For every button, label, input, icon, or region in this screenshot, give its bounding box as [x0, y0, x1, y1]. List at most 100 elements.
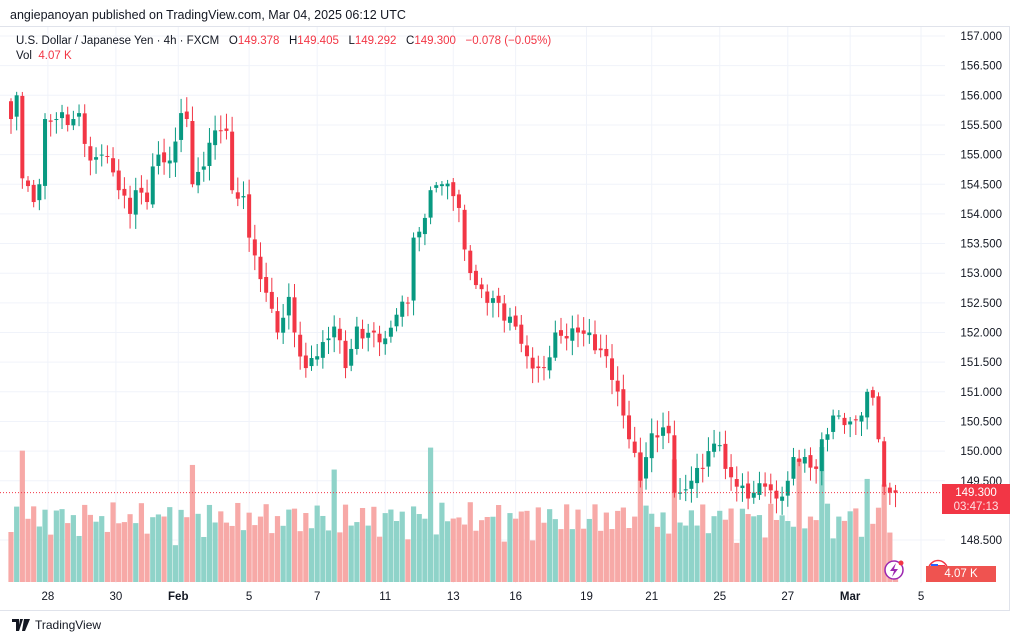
volume-bar	[490, 516, 496, 582]
volume-bar	[325, 530, 332, 582]
candle-body	[632, 441, 637, 453]
volume-bar	[870, 523, 876, 582]
price-tick-label: 151.500	[960, 357, 1002, 369]
volume-bar	[620, 507, 626, 582]
volume-bar	[263, 504, 269, 582]
candle-body	[224, 128, 229, 131]
candle-body	[269, 291, 274, 309]
tradingview-logo[interactable]: TradingView	[12, 618, 101, 632]
volume-bar	[48, 534, 54, 582]
price-tick-label: 153.000	[960, 268, 1002, 280]
candle-body	[496, 295, 501, 303]
candle-body	[780, 496, 785, 501]
volume-bar	[31, 506, 37, 582]
candle-body	[37, 184, 42, 201]
close-label: C	[406, 35, 415, 47]
time-axis: 28 30 Feb 5 7 11 13 16 19 21 25 27 Mar 5	[41, 591, 924, 603]
volume-bar	[138, 503, 145, 582]
candle-body	[604, 348, 609, 357]
volume-bar	[427, 447, 434, 582]
volume-bar	[853, 508, 859, 582]
price-tick-label: 155.500	[960, 120, 1002, 132]
candle-body	[82, 113, 87, 144]
volume-bar	[127, 514, 133, 582]
volume-bar	[365, 525, 371, 582]
candle-body	[740, 485, 745, 489]
price-tick-label: 148.500	[960, 535, 1002, 547]
candle-body	[428, 190, 433, 218]
candle-body	[54, 119, 59, 121]
volume-bar	[246, 512, 252, 582]
volume-bar	[569, 529, 575, 582]
candle-body	[349, 348, 354, 366]
candle-body	[99, 154, 104, 156]
symbol-title[interactable]: U.S. Dollar / Japanese Yen · 4h · FXCM	[16, 35, 220, 47]
candle-body	[490, 298, 495, 303]
candle-body	[774, 490, 779, 499]
volume-bar	[269, 533, 275, 582]
volume-bar	[87, 514, 93, 582]
candle-body	[360, 328, 365, 339]
candle-body	[405, 302, 410, 304]
volume-bar	[819, 447, 825, 582]
volume-bar	[393, 521, 400, 582]
price-tick-label: 150.500	[960, 416, 1002, 428]
candle-body	[213, 130, 218, 146]
volume-value: 4.07 K	[38, 50, 72, 62]
candle-body	[581, 330, 586, 334]
candle-body	[541, 367, 546, 369]
candle-body	[587, 332, 592, 336]
volume-bar	[626, 528, 632, 582]
volume-bar	[887, 532, 893, 582]
candle-body	[547, 357, 552, 371]
volume-bar	[643, 505, 649, 582]
volume-bar	[433, 534, 439, 582]
candle-body	[593, 334, 598, 351]
price-tick-label: 157.000	[960, 31, 1002, 43]
price-tick-label: 156.500	[960, 61, 1002, 73]
price-tick-label: 151.000	[960, 387, 1002, 399]
candle-body	[519, 324, 524, 344]
volume-bar	[82, 504, 88, 582]
volume-bar	[518, 511, 524, 582]
chart-legend: U.S. Dollar / Japanese Yen · 4h · FXCM O…	[16, 34, 551, 64]
volume-bar	[439, 502, 445, 582]
candle-body	[848, 421, 853, 425]
candle-body	[746, 483, 751, 499]
volume-bar	[717, 510, 723, 582]
candle-body	[814, 466, 819, 469]
volume-bar	[785, 521, 791, 582]
volume-bar	[201, 536, 207, 582]
volume-bar	[19, 450, 25, 582]
date-tick-label: 5	[246, 591, 252, 603]
volume-bar	[609, 529, 615, 582]
volume-bar	[144, 533, 150, 582]
volume-bar	[416, 514, 422, 582]
volume-bar	[586, 518, 592, 582]
price-tick-label: 152.500	[960, 298, 1002, 310]
candle-body	[865, 391, 870, 418]
volume-bar	[513, 518, 519, 582]
date-tick-label: 5	[918, 591, 924, 603]
volume-bar	[694, 525, 700, 582]
candle-body	[712, 443, 717, 452]
volume-bar	[76, 535, 82, 582]
volume-bar	[65, 523, 71, 582]
volume-bar	[189, 464, 196, 582]
volume-bar	[841, 520, 848, 582]
volume-bar	[552, 519, 558, 582]
volume-bar	[671, 459, 677, 582]
lightning-icon[interactable]	[884, 560, 904, 580]
volume-bar	[382, 513, 388, 582]
volume-bar	[121, 522, 127, 582]
volume-bar	[745, 514, 751, 582]
candle-body	[644, 457, 649, 479]
candle-body	[65, 114, 70, 126]
price-tick-label: 156.000	[960, 90, 1002, 102]
candle-body	[791, 457, 796, 479]
candle-body	[536, 366, 541, 369]
volume-bar	[314, 505, 320, 582]
candle-body	[853, 419, 858, 421]
volume-bar	[240, 530, 247, 582]
